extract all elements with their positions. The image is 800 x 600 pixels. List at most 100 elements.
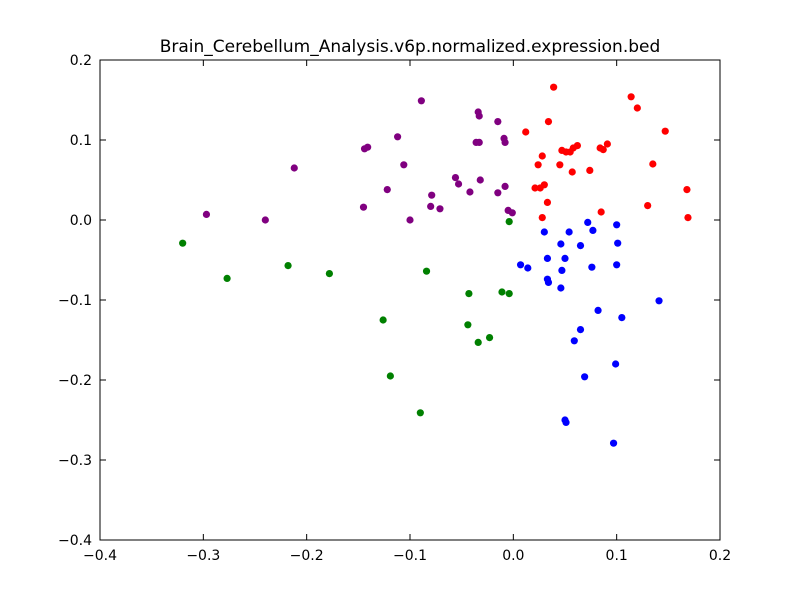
data-point <box>223 274 231 282</box>
data-point <box>451 174 460 182</box>
data-point <box>568 168 576 176</box>
y-tick-label: 0.2 <box>70 53 92 69</box>
data-point <box>466 188 474 196</box>
data-point <box>516 261 525 269</box>
data-point <box>379 316 387 324</box>
data-point <box>508 209 516 217</box>
data-point <box>544 278 553 286</box>
data-point <box>494 189 502 197</box>
data-point <box>613 221 621 229</box>
data-point <box>475 138 483 146</box>
y-tick-label: 0.0 <box>70 213 92 229</box>
y-tick-label: −0.1 <box>58 293 92 309</box>
data-point <box>684 214 692 222</box>
data-point <box>557 284 565 292</box>
data-point <box>562 418 570 426</box>
data-point <box>536 184 544 192</box>
data-point <box>476 176 484 184</box>
x-tick-label: 0.1 <box>606 548 628 564</box>
data-point <box>683 186 691 194</box>
data-point <box>599 146 607 154</box>
data-point <box>427 202 435 210</box>
x-tick-label: 0.0 <box>502 548 524 564</box>
data-point <box>290 164 298 172</box>
x-tick-label: 0.2 <box>709 548 731 564</box>
data-point <box>505 290 513 298</box>
data-point <box>202 210 211 218</box>
data-point <box>428 191 436 199</box>
data-point <box>386 372 394 380</box>
x-tick-label: −0.3 <box>186 548 220 564</box>
data-point <box>474 338 482 346</box>
data-point <box>485 334 494 342</box>
chart-title: Brain_Cerebellum_Analysis.v6p.normalized… <box>160 37 661 57</box>
data-point <box>613 261 621 269</box>
data-point <box>570 337 578 345</box>
y-tick-label: 0.1 <box>70 133 92 149</box>
data-point <box>661 127 669 135</box>
data-point <box>364 143 372 151</box>
data-point <box>383 186 391 194</box>
data-points <box>179 83 692 447</box>
data-point <box>475 112 483 120</box>
data-point <box>501 182 509 190</box>
data-point <box>400 161 408 169</box>
axis-ticks: −0.4 −0.3 −0.2 −0.1 0.0 0.1 0.2 −0.4 −0.3 −0.2 −0.… <box>58 53 731 564</box>
data-point <box>284 262 292 270</box>
data-point <box>594 306 602 314</box>
data-point <box>603 140 611 148</box>
data-point <box>581 373 589 381</box>
data-point <box>649 160 657 168</box>
plot-area <box>99 59 721 541</box>
y-tick-label: −0.3 <box>58 453 92 469</box>
data-point <box>614 239 622 247</box>
data-point <box>406 216 414 224</box>
data-point <box>576 326 585 334</box>
data-point <box>565 228 573 236</box>
data-point <box>394 133 402 141</box>
data-point <box>633 104 641 112</box>
data-point <box>464 321 472 329</box>
data-point <box>543 198 552 206</box>
data-point <box>558 266 566 274</box>
data-point <box>417 97 425 105</box>
data-point <box>179 239 187 247</box>
data-point <box>556 161 564 169</box>
data-point <box>325 270 333 278</box>
data-point <box>544 118 553 126</box>
x-tick-label: −0.2 <box>290 548 324 564</box>
data-point <box>543 254 552 262</box>
data-point <box>612 360 620 368</box>
data-point <box>534 161 542 169</box>
data-point <box>494 118 502 126</box>
data-point <box>261 216 269 224</box>
data-point <box>618 314 626 322</box>
data-point <box>561 254 569 262</box>
data-point <box>576 242 585 250</box>
data-point <box>505 218 513 226</box>
data-point <box>522 128 530 136</box>
data-point <box>501 138 509 146</box>
data-point <box>627 93 635 101</box>
data-point <box>422 267 431 275</box>
y-tick-label: −0.2 <box>58 373 92 389</box>
x-tick-label: −0.1 <box>393 548 427 564</box>
data-point <box>416 409 424 417</box>
data-point <box>597 208 605 216</box>
data-point <box>531 184 539 192</box>
data-point <box>524 264 532 272</box>
data-point <box>498 288 506 296</box>
data-point <box>465 290 473 298</box>
data-point <box>586 166 594 174</box>
x-tick-label: −0.4 <box>83 548 117 564</box>
data-point <box>538 152 546 160</box>
data-point <box>538 214 546 222</box>
data-point <box>436 205 444 213</box>
data-point <box>588 263 596 271</box>
data-point <box>557 240 565 248</box>
data-point <box>540 228 548 236</box>
data-point <box>644 202 652 210</box>
data-point <box>584 218 592 226</box>
data-point <box>550 83 558 91</box>
